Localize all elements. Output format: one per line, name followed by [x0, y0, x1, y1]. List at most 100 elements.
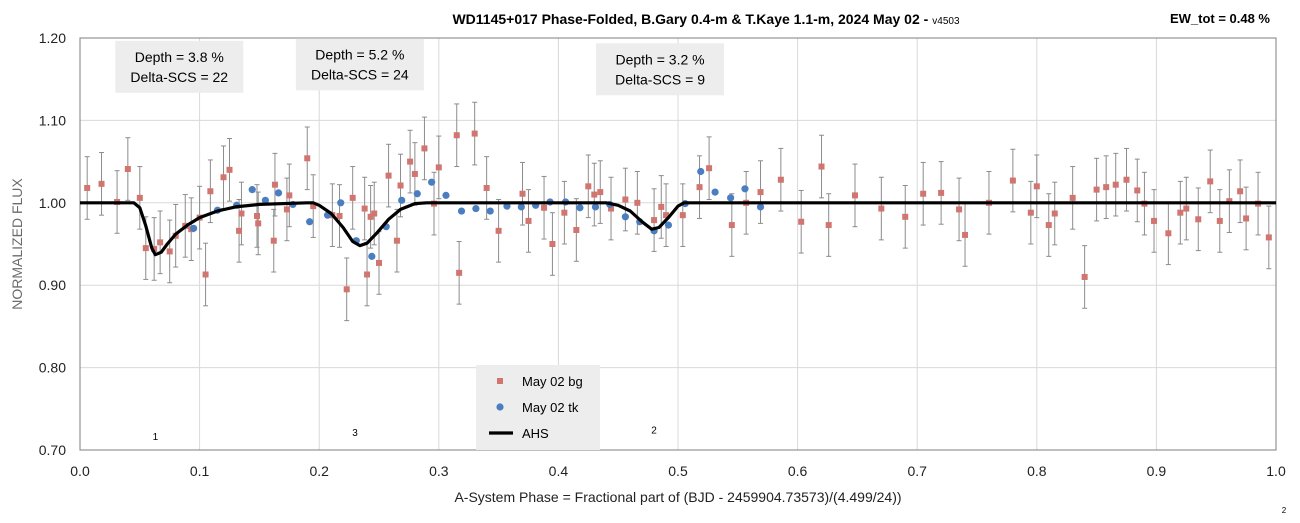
data-point-bg — [1081, 273, 1088, 280]
legend: May 02 bg May 02 tk AHS — [476, 365, 600, 450]
data-point-bg — [1216, 217, 1223, 224]
data-point-bg — [397, 182, 404, 189]
x-tick-label: 0.3 — [429, 463, 449, 479]
data-point-bg — [938, 189, 945, 196]
data-point-bg — [238, 210, 245, 217]
data-point-bg — [597, 189, 604, 196]
data-point-bg — [541, 204, 548, 211]
data-point-bg — [495, 227, 502, 234]
data-point-bg — [453, 132, 460, 139]
data-point-bg — [573, 226, 580, 233]
data-point-bg — [286, 192, 293, 199]
data-point-tk — [274, 189, 283, 197]
series-may02-bg — [84, 130, 1272, 293]
data-point-tk — [756, 203, 765, 211]
data-point-tk — [741, 185, 749, 193]
data-point-tk — [190, 224, 198, 232]
data-point-tk — [576, 204, 584, 212]
data-point-bg — [255, 220, 262, 227]
annotation-delta-scs: Delta-SCS = 22 — [130, 69, 228, 85]
data-point-bg — [283, 206, 290, 213]
data-point-bg — [1183, 205, 1190, 212]
depth-annotations: Depth = 3.8 % Delta-SCS = 22 Depth = 5.2 %… — [115, 38, 725, 96]
data-point-bg — [411, 170, 418, 177]
data-point-bg — [777, 176, 784, 183]
data-point-bg — [663, 212, 670, 219]
data-point-bg — [157, 239, 164, 246]
data-point-bg — [1027, 209, 1034, 216]
data-point-bg — [84, 184, 91, 191]
annotation-depth: Depth = 5.2 % — [315, 46, 404, 62]
data-point-bg — [336, 212, 343, 219]
legend-label-ahs: AHS — [522, 426, 549, 441]
annotation-box — [596, 43, 725, 96]
data-point-bg — [634, 199, 641, 206]
data-point-bg — [371, 210, 378, 217]
data-point-bg — [343, 286, 350, 293]
data-point-bg — [798, 218, 805, 225]
data-point-bg — [1237, 188, 1244, 195]
data-point-bg — [435, 164, 442, 171]
data-point-bg — [658, 203, 665, 210]
y-tick-label: 1.10 — [39, 112, 66, 128]
x-tick-labels: 0.0 0.1 0.2 0.3 0.4 0.5 0.6 0.7 0.8 0.9 1.0 — [70, 463, 1286, 479]
legend-items: May 02 bg May 02 tk AHS — [489, 374, 583, 441]
data-point-bg — [421, 145, 428, 152]
dip-marker-label: 2 — [651, 425, 657, 436]
data-point-bg — [1165, 230, 1172, 237]
data-point-bg — [651, 217, 658, 224]
data-point-bg — [622, 196, 629, 203]
annotation-delta-scs: Delta-SCS = 9 — [615, 71, 705, 87]
data-point-tk — [248, 186, 256, 194]
data-point-bg — [1151, 217, 1158, 224]
legend-swatch-bg — [497, 378, 503, 384]
data-point-bg — [220, 174, 227, 181]
data-point-bg — [1112, 181, 1119, 188]
data-point-bg — [304, 155, 311, 162]
data-point-bg — [852, 192, 859, 199]
corner-label: 2 — [1282, 506, 1287, 515]
data-point-bg — [902, 213, 909, 220]
data-point-bg — [696, 184, 703, 191]
data-point-tk — [442, 191, 450, 199]
data-point-bg — [1195, 216, 1202, 223]
y-tick-label: 1.20 — [39, 30, 66, 46]
data-point-tk — [413, 190, 421, 198]
data-point-bg — [591, 191, 598, 198]
y-axis-title: NORMALIZED FLUX — [9, 178, 25, 310]
x-tick-label: 0.5 — [668, 463, 688, 479]
annotation-box — [295, 38, 424, 91]
x-axis-title: A-System Phase = Fractional part of (BJD… — [454, 489, 901, 505]
data-point-bg — [207, 188, 214, 195]
data-point-bg — [471, 130, 478, 137]
y-tick-label: 0.70 — [39, 442, 66, 458]
data-point-bg — [1207, 178, 1214, 185]
data-point-bg — [920, 190, 927, 197]
data-point-tk — [306, 218, 314, 226]
data-point-tk — [472, 204, 480, 213]
data-point-bg — [679, 212, 686, 219]
data-point-bg — [98, 180, 105, 187]
data-point-tk — [591, 203, 600, 211]
legend-label-tk: May 02 tk — [522, 400, 579, 415]
ew-total-label: EW_tot = 0.48 % — [1170, 11, 1270, 26]
data-point-tk — [368, 252, 376, 260]
annotation-depth: Depth = 3.8 % — [135, 49, 224, 65]
data-point-bg — [456, 269, 463, 276]
data-point-bg — [1123, 176, 1130, 183]
data-point-bg — [519, 190, 526, 197]
data-point-bg — [310, 203, 317, 210]
grid-lines — [80, 38, 1276, 450]
legend-swatch-tk — [496, 403, 504, 411]
dip-marker-label: 1 — [153, 432, 159, 443]
x-tick-label: 0.4 — [549, 463, 569, 479]
ahs-model-line — [80, 201, 1276, 257]
data-point-tk — [517, 203, 525, 211]
data-point-bg — [1051, 210, 1058, 217]
x-tick-label: 0.0 — [70, 463, 90, 479]
annotation-box — [115, 40, 244, 93]
data-point-bg — [142, 245, 149, 252]
series-ahs-model — [80, 201, 1276, 257]
data-point-bg — [349, 194, 356, 201]
annotation-depth: Depth = 3.2 % — [615, 51, 704, 67]
